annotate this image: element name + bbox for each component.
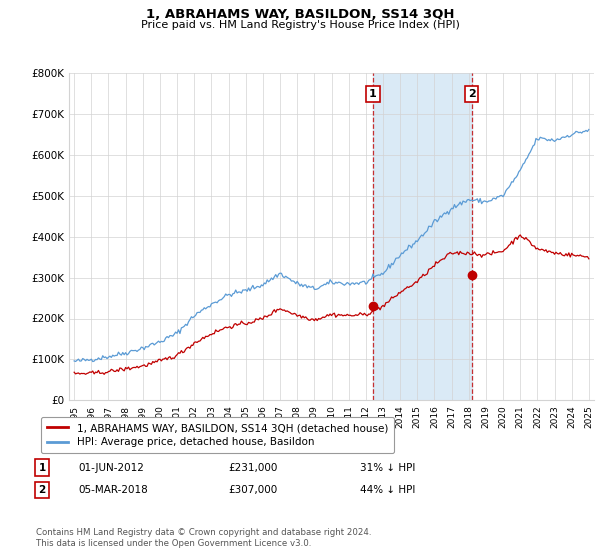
Text: 44% ↓ HPI: 44% ↓ HPI bbox=[360, 485, 415, 495]
Text: 01-JUN-2012: 01-JUN-2012 bbox=[78, 463, 144, 473]
Text: 1: 1 bbox=[369, 89, 377, 99]
Text: 05-MAR-2018: 05-MAR-2018 bbox=[78, 485, 148, 495]
Text: 2: 2 bbox=[38, 485, 46, 495]
Bar bbox=[373, 73, 472, 400]
Text: Contains HM Land Registry data © Crown copyright and database right 2024.: Contains HM Land Registry data © Crown c… bbox=[36, 528, 371, 537]
Text: This data is licensed under the Open Government Licence v3.0.: This data is licensed under the Open Gov… bbox=[36, 539, 311, 548]
Legend: 1, ABRAHAMS WAY, BASILDON, SS14 3QH (detached house), HPI: Average price, detach: 1, ABRAHAMS WAY, BASILDON, SS14 3QH (det… bbox=[41, 417, 394, 454]
Text: £307,000: £307,000 bbox=[228, 485, 277, 495]
Text: 1: 1 bbox=[38, 463, 46, 473]
Text: 2: 2 bbox=[468, 89, 476, 99]
Text: 1, ABRAHAMS WAY, BASILDON, SS14 3QH: 1, ABRAHAMS WAY, BASILDON, SS14 3QH bbox=[146, 8, 454, 21]
Text: Price paid vs. HM Land Registry's House Price Index (HPI): Price paid vs. HM Land Registry's House … bbox=[140, 20, 460, 30]
Text: £231,000: £231,000 bbox=[228, 463, 277, 473]
Text: 31% ↓ HPI: 31% ↓ HPI bbox=[360, 463, 415, 473]
